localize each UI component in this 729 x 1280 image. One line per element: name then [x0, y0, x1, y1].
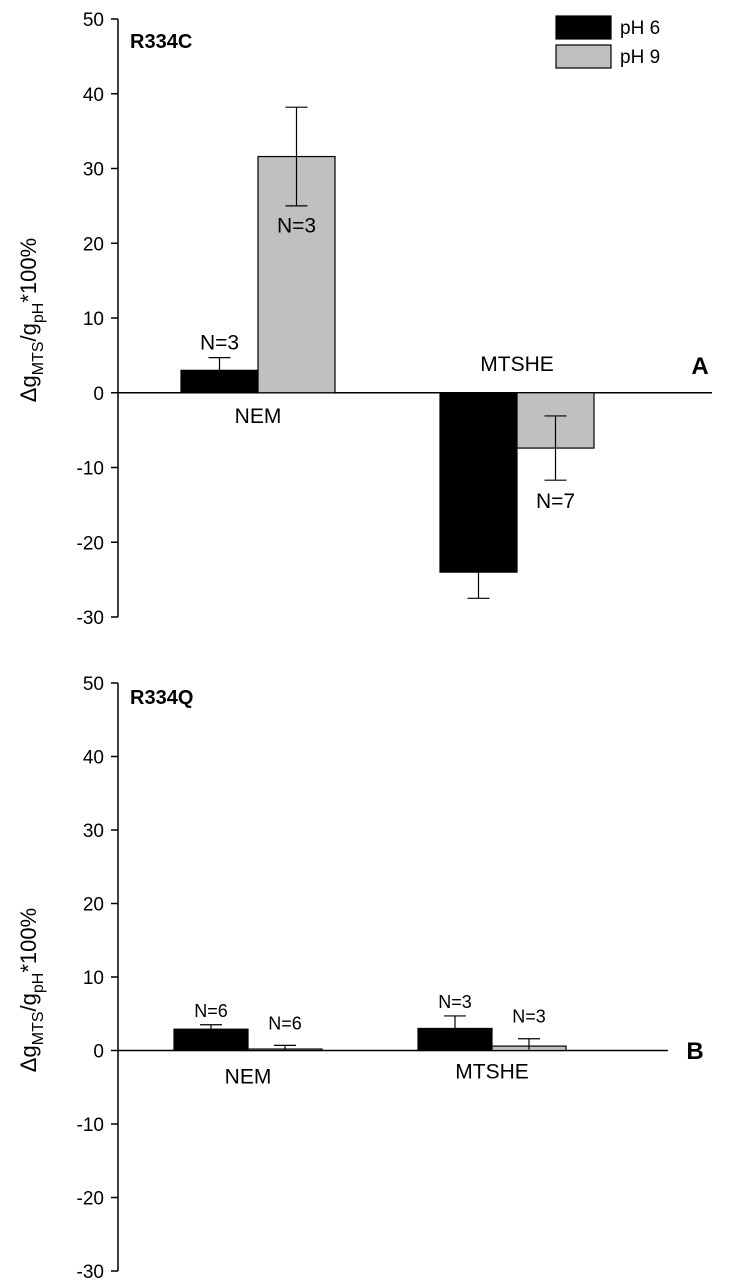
y-axis-label-part: pH	[30, 303, 47, 323]
bar-ph6-nem	[180, 369, 259, 394]
y-tick-label: -10	[77, 1115, 104, 1136]
panel-title: R334C	[130, 31, 192, 53]
y-axis-label-part: *100%	[16, 908, 41, 973]
y-tick-label: -20	[77, 533, 104, 554]
y-axis-label: ΔgMTS/gpH*100%	[16, 908, 47, 1072]
y-axis-label-part: pH	[30, 973, 47, 993]
y-tick-label: -30	[77, 1262, 104, 1280]
bar-ph6-mtshe	[439, 392, 518, 573]
y-axis-label-part: Δg	[16, 1045, 41, 1072]
panel-letter: A	[691, 353, 708, 380]
n-label: N=3	[200, 332, 239, 355]
y-tick-label: -30	[77, 608, 104, 629]
y-tick-label: 30	[83, 821, 104, 842]
y-tick-label: -10	[77, 459, 104, 480]
y-axis-label-part: *100%	[16, 238, 41, 303]
y-tick-label: 20	[83, 234, 104, 255]
n-label: N=3	[277, 215, 316, 238]
n-label: N=3	[438, 992, 472, 1012]
y-tick-label: 30	[83, 160, 104, 181]
chart-panel-b: -30 -20 -10 0 10 20 30 40 50 N=6 N=3 N=6 N=3 NEM MTSHE…	[16, 674, 704, 1280]
category-label-nem: NEM	[225, 1066, 272, 1089]
y-tick-label: 40	[83, 85, 104, 106]
n-label: N=6	[268, 1013, 302, 1033]
y-tick-label: 10	[83, 309, 104, 330]
y-tick-label: 20	[83, 895, 104, 916]
n-label: N=3	[512, 1007, 546, 1027]
y-axis-label: ΔgMTS/gpH*100%	[16, 238, 47, 402]
category-label-nem: NEM	[235, 405, 282, 428]
y-axis-label-part: /g	[16, 323, 41, 341]
category-label-mtshe: MTSHE	[455, 1061, 529, 1084]
y-tick-label: 40	[83, 748, 104, 769]
legend: pH 6 pH 9	[555, 15, 660, 69]
legend-label: pH 9	[620, 47, 660, 68]
y-tick-label: 50	[83, 674, 104, 695]
n-label: N=4	[459, 542, 498, 565]
legend-swatch-ph9	[555, 44, 612, 69]
y-axis-label-part: MTS	[30, 1011, 47, 1045]
n-label: N=6	[194, 1001, 228, 1021]
n-label: N=7	[536, 490, 575, 513]
category-label-mtshe: MTSHE	[480, 353, 554, 376]
y-tick-label: -20	[77, 1189, 104, 1210]
chart-panel-a: -30 -20 -10 0 10 20 30 40 50 N=3 N=4 N=3 N=7 NEM MTSHE…	[16, 10, 712, 629]
panel-title: R334Q	[130, 687, 193, 709]
y-tick-label: 10	[83, 968, 104, 989]
y-tick-label: 0	[93, 1042, 104, 1063]
y-axis-label-part: /g	[16, 993, 41, 1011]
y-axis-label-part: Δg	[16, 375, 41, 402]
bar-ph6-nem	[173, 1028, 249, 1052]
y-axis-label-part: MTS	[30, 341, 47, 375]
panel-letter: B	[686, 1038, 703, 1065]
legend-swatch-ph6	[555, 15, 612, 40]
legend-label: pH 6	[620, 18, 660, 39]
y-tick-label: 0	[93, 384, 104, 405]
y-tick-label: 50	[83, 10, 104, 31]
